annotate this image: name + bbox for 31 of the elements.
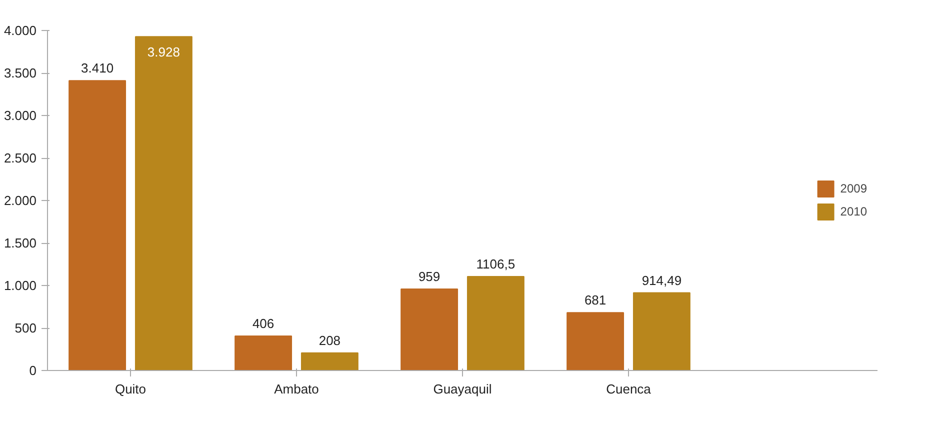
x-tick-label: Cuenca (606, 382, 652, 396)
data-label: 681 (584, 292, 606, 308)
bar (134, 36, 192, 370)
legend-label: 2010 (840, 204, 867, 218)
bar (300, 352, 358, 370)
data-label: 3.410 (81, 60, 114, 76)
data-label: 1106,5 (476, 256, 516, 272)
data-label: 959 (418, 268, 440, 284)
bar (400, 288, 458, 370)
y-tick-label: 3.500 (4, 66, 37, 80)
bar (68, 80, 126, 370)
y-tick-label: 2.500 (4, 150, 37, 166)
y-tick-label: 500 (14, 320, 37, 336)
data-label: 3.928 (147, 44, 180, 60)
data-label: 208 (318, 332, 341, 348)
data-label: 914,49 (642, 272, 682, 288)
bar (566, 312, 624, 370)
bar (632, 292, 690, 370)
bar (466, 276, 524, 370)
y-tick-label: 1.500 (4, 236, 37, 250)
y-tick-label: 2.000 (4, 193, 37, 208)
x-tick-label: Ambato (274, 382, 319, 396)
y-tick-label: 3.000 (4, 108, 37, 123)
y-tick-label: 4.000 (4, 23, 37, 38)
x-tick-label: Quito (114, 382, 146, 396)
x-tick-label: Guayaquil (433, 382, 492, 396)
y-tick-label: 1.000 (4, 278, 37, 293)
bar (234, 335, 292, 370)
y-tick-label: 0 (29, 363, 37, 378)
data-label: 406 (252, 316, 274, 331)
legend-label: 2009 (840, 182, 867, 196)
